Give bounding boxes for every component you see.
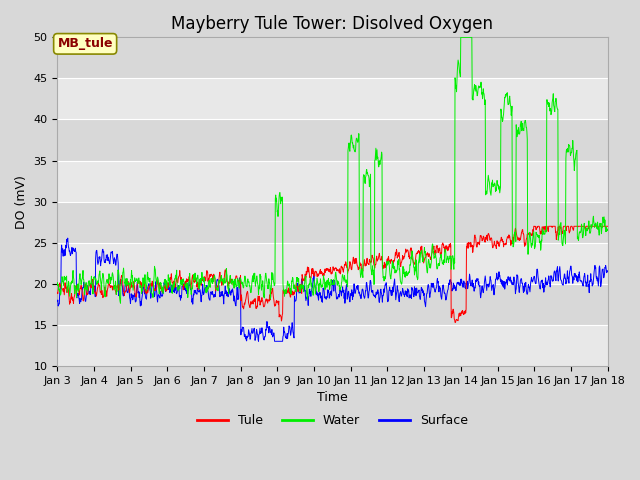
X-axis label: Time: Time [317,391,348,404]
Bar [58,161,607,202]
Legend: Tule, Water, Surface: Tule, Water, Surface [192,409,473,432]
Bar [58,37,607,78]
Title: Mayberry Tule Tower: Disolved Oxygen: Mayberry Tule Tower: Disolved Oxygen [172,15,493,33]
Bar [58,202,607,243]
Bar [58,284,607,325]
Bar [58,120,607,161]
Y-axis label: DO (mV): DO (mV) [15,175,28,228]
Bar [58,325,607,366]
Bar [58,78,607,120]
Text: MB_tule: MB_tule [58,37,113,50]
Bar [58,243,607,284]
